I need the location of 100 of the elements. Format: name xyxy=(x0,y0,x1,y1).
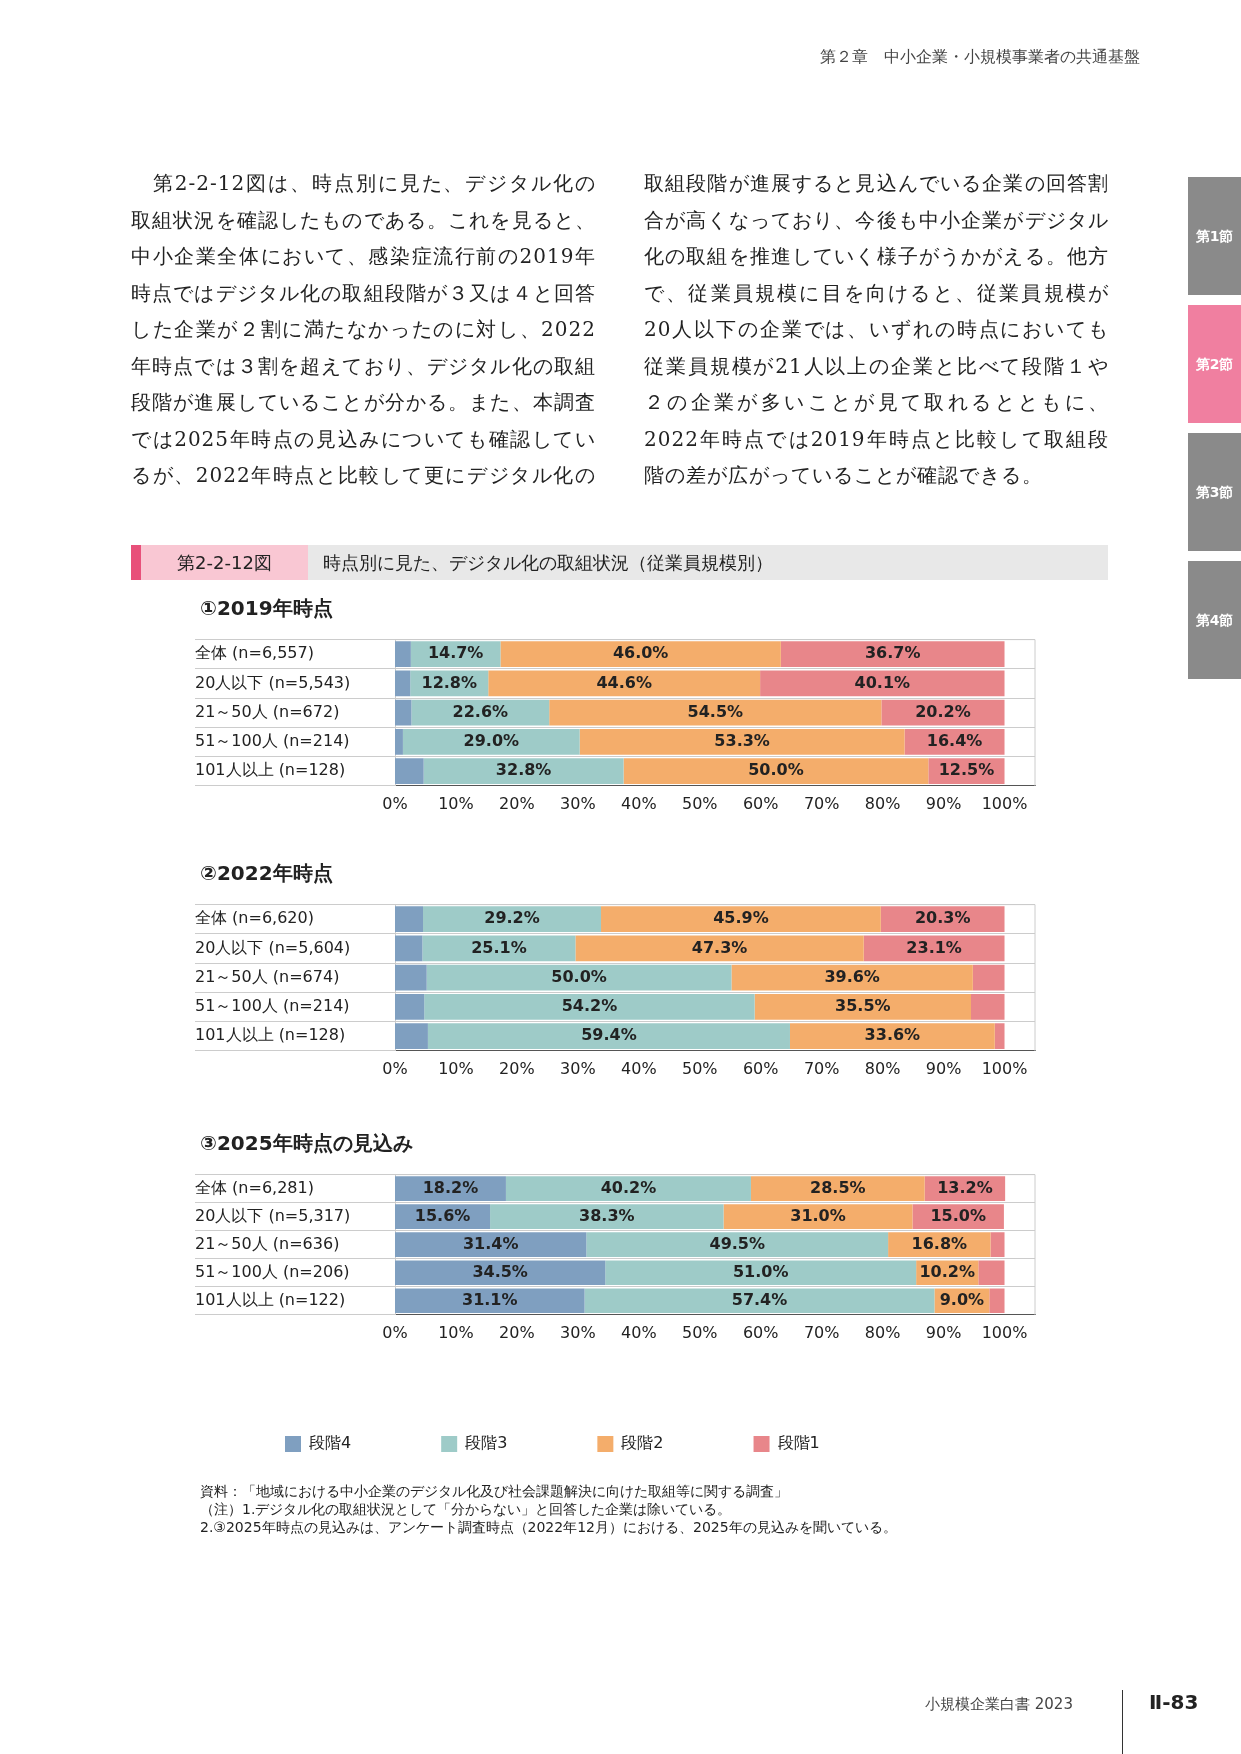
y-tick-label: 101人以上 (n=122) xyxy=(195,1289,346,1309)
bar xyxy=(395,670,411,697)
y-tick-label: 全体 (n=6,281) xyxy=(195,1177,314,1197)
data-label: 13.2% xyxy=(937,1177,993,1197)
x-tick-label: 60% xyxy=(742,1058,779,1078)
data-label: 36.7% xyxy=(864,643,921,663)
data-label: 34.5% xyxy=(472,1261,528,1281)
bar xyxy=(395,699,412,726)
data-label: 44.6% xyxy=(596,672,652,692)
text: 小規模企業白書 2023 xyxy=(925,1695,1073,1714)
x-tick-label: 70% xyxy=(803,1058,840,1078)
text: 第4節 xyxy=(1188,561,1241,679)
y-tick-label: 20人以下 (n=5,317) xyxy=(195,1205,351,1225)
text: 第２章 中小企業・小規模事業者の共通基盤 xyxy=(820,47,1140,68)
text: 第2-2-12図は、時点別に見た、デジタル化の取組状況を確認したものである。これを見ると、中小企業全体において、感染症流行前の2019年時点ではデジタル化の取組段階が３又は４と回答した企業が２割に満たなかったのに対し、2022年時点では３割を超えており、デジタル化の取組段階が進展していることが分かる。また、本調査では2025年時点の見込みについても確認しているが、2022年時点と比較して更にデジタル化の取組段階が進展すると見込んでいる企業の回答割合が高くなっており、今後も中小企業がデジタル化の取組を推進していく様子がうかがえる。他方で、従業員規模に目を向けると、従業員規模が20人以下の企業では、いずれの時点においても従業員規模が21人以上の企業と比べて段階１や２の企業が多いことが見て取れるとともに、2022年時点では2019年時点と比較して取組段階の差が広がっていることが確認できる。 xyxy=(131,171,1109,487)
data-label: 33.6% xyxy=(864,1025,921,1045)
bar xyxy=(500,641,781,668)
data-label: 32.8% xyxy=(495,760,552,780)
data-label: 15.0% xyxy=(930,1205,986,1225)
y-tick-label: 21～50人 (n=636) xyxy=(195,1233,340,1253)
bar xyxy=(395,906,424,933)
bar xyxy=(754,994,971,1020)
bar xyxy=(395,935,423,962)
data-label: 50.0% xyxy=(551,966,607,986)
x-tick-label: 90% xyxy=(925,793,962,813)
bar xyxy=(426,964,732,991)
bar xyxy=(395,758,424,785)
x-tick-label: 70% xyxy=(803,1322,840,1342)
data-label: 38.3% xyxy=(579,1205,635,1225)
x-tick-label: 30% xyxy=(560,1058,596,1078)
bar xyxy=(395,641,411,668)
data-label: 9.0% xyxy=(939,1289,985,1309)
x-tick-label: 60% xyxy=(742,1322,779,1342)
y-tick-label: 51～100人 (n=206) xyxy=(195,1261,350,1281)
chart-title: ②2022年時点 xyxy=(200,860,333,887)
bar xyxy=(723,1204,913,1229)
x-tick-label: 40% xyxy=(621,1058,657,1078)
bar xyxy=(423,758,624,785)
bar xyxy=(731,964,973,991)
bar xyxy=(760,670,1005,697)
data-label: 45.9% xyxy=(713,908,769,928)
chart-title: ①2019年時点 xyxy=(200,595,333,622)
x-tick-label: 80% xyxy=(864,1058,901,1078)
bar xyxy=(971,994,1005,1020)
bar xyxy=(601,906,881,933)
text: 第2節 xyxy=(1188,305,1241,423)
x-tick-label: 80% xyxy=(864,1322,901,1342)
data-label: 15.6% xyxy=(414,1205,471,1225)
x-tick-label: 30% xyxy=(560,1322,596,1342)
x-tick-label: 50% xyxy=(681,1058,718,1078)
x-tick-label: 50% xyxy=(681,793,718,813)
chart-title: ③2025年時点の見込み xyxy=(200,1130,413,1157)
legend-label: 段階1 xyxy=(777,1433,820,1453)
bar xyxy=(972,964,1005,991)
bar xyxy=(584,1288,935,1314)
data-label: 40.2% xyxy=(600,1177,657,1197)
data-label: 53.3% xyxy=(714,731,770,751)
bar xyxy=(978,1260,1005,1286)
data-label: 29.0% xyxy=(463,731,520,751)
x-tick-label: 100% xyxy=(981,793,1028,813)
x-tick-label: 40% xyxy=(621,793,657,813)
y-tick-label: 20人以下 (n=5,604) xyxy=(195,937,351,957)
data-label: 39.6% xyxy=(824,966,880,986)
y-tick-label: 51～100人 (n=214) xyxy=(195,996,350,1016)
x-tick-label: 90% xyxy=(925,1322,962,1342)
bar xyxy=(623,758,929,785)
text: 資料：「地域における中小企業のデジタル化及び社会課題解決に向けた取組等に関する調査」 xyxy=(200,1482,788,1500)
data-label: 31.0% xyxy=(790,1205,846,1225)
bar xyxy=(395,964,427,991)
x-tick-label: 90% xyxy=(925,1058,962,1078)
x-tick-label: 100% xyxy=(981,1058,1028,1078)
x-tick-label: 20% xyxy=(499,793,535,813)
x-tick-label: 70% xyxy=(803,793,840,813)
x-tick-label: 0% xyxy=(382,1058,408,1078)
data-label: 20.3% xyxy=(914,908,971,928)
data-label: 35.5% xyxy=(835,996,891,1016)
data-label: 54.5% xyxy=(687,701,744,721)
bar xyxy=(423,906,602,933)
data-label: 46.0% xyxy=(612,643,669,663)
bar xyxy=(424,994,755,1020)
data-label: 54.2% xyxy=(561,996,618,1016)
data-label: 50.0% xyxy=(748,760,804,780)
x-tick-label: 10% xyxy=(438,1322,474,1342)
bar xyxy=(505,1176,751,1201)
data-label: 28.5% xyxy=(810,1177,866,1197)
bar xyxy=(402,729,580,755)
bar xyxy=(575,935,864,962)
data-label: 23.1% xyxy=(906,937,962,957)
bar xyxy=(549,699,882,726)
x-tick-label: 20% xyxy=(499,1322,535,1342)
data-label: 22.6% xyxy=(452,701,509,721)
x-tick-label: 80% xyxy=(864,793,901,813)
text: 第2-2-12図 xyxy=(131,545,308,580)
data-label: 31.1% xyxy=(462,1289,518,1309)
legend-label: 段階3 xyxy=(465,1433,508,1453)
bar xyxy=(395,1023,428,1050)
text: 時点別に見た、デジタル化の取組状況（従業員規模別） xyxy=(308,545,1108,580)
text: Ⅱ-83 xyxy=(1122,1690,1199,1754)
data-label: 10.2% xyxy=(919,1261,975,1281)
x-tick-label: 50% xyxy=(681,1322,718,1342)
